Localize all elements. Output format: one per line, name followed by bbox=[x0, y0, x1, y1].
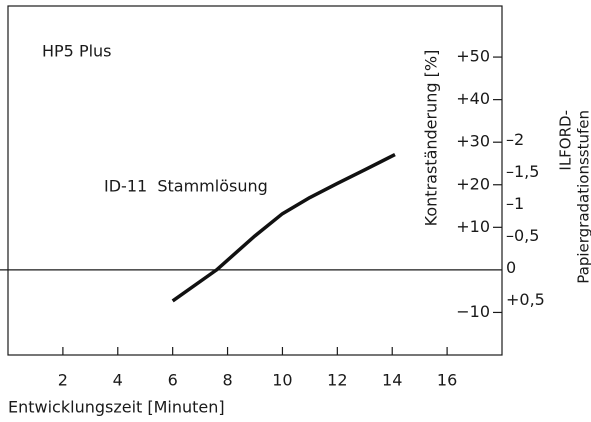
y-tick-label: +20 bbox=[456, 174, 490, 193]
y2-tick-label: 0 bbox=[506, 258, 516, 277]
y-tick-label: +50 bbox=[456, 47, 490, 66]
annotation: HP5 Plus bbox=[42, 42, 112, 61]
plot-frame bbox=[7, 5, 503, 356]
y-tick-label: +10 bbox=[456, 217, 490, 236]
y2-tick-label: +0,5 bbox=[506, 290, 545, 309]
x-tick-label: 12 bbox=[327, 371, 347, 390]
y2-tick-label: –1 bbox=[506, 194, 524, 213]
x-tick-label: 10 bbox=[272, 371, 292, 390]
x-tick-label: 2 bbox=[58, 371, 68, 390]
data-line bbox=[171, 152, 396, 303]
x-tick-label: 14 bbox=[382, 371, 402, 390]
y2-axis-label: Papiergradationsstufen bbox=[575, 110, 591, 284]
y-tick-label: +30 bbox=[456, 132, 490, 151]
y2-tick-label: –1,5 bbox=[506, 162, 539, 181]
x-tick-label: 8 bbox=[222, 371, 232, 390]
y-axis-label: Kontraständerung [%] bbox=[422, 50, 441, 227]
y-tick-label: −10 bbox=[456, 302, 490, 321]
y2-axis-label: ILFORD- bbox=[557, 110, 575, 171]
y-tick-label: +40 bbox=[456, 89, 490, 108]
x-tick-label: 16 bbox=[437, 371, 457, 390]
x-axis-label: Entwicklungszeit [Minuten] bbox=[8, 398, 225, 417]
y2-tick-label: –0,5 bbox=[506, 226, 539, 245]
x-tick-label: 6 bbox=[168, 371, 178, 390]
annotation: ID-11 Stammlösung bbox=[104, 177, 268, 196]
x-tick-label: 4 bbox=[113, 371, 123, 390]
y2-tick-label: –2 bbox=[506, 130, 524, 149]
